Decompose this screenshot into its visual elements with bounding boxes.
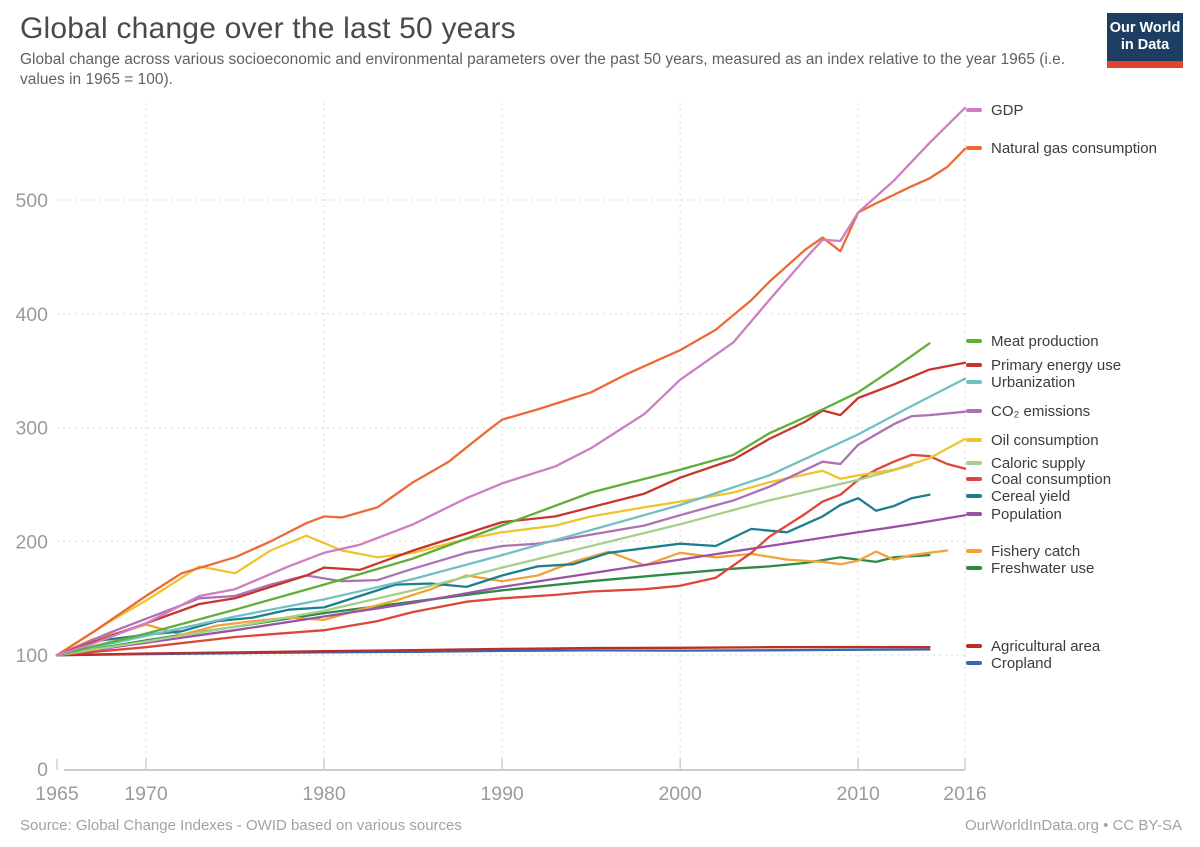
x-tick-label-2010: 2010 [836,783,880,805]
legend-item-urbanization[interactable]: Urbanization [966,373,1075,391]
legend-item-gdp[interactable]: GDP [966,101,1024,119]
source-text: Source: Global Change Indexes - OWID bas… [20,817,462,834]
series-line-agricultural-area[interactable] [55,645,931,657]
legend-item-freshwater-use[interactable]: Freshwater use [966,559,1094,577]
legend-item-cereal-yield[interactable]: Cereal yield [966,487,1070,505]
series-line-meat-production[interactable] [55,342,931,657]
legend-swatch-gdp [966,108,982,112]
legend-label-urbanization: Urbanization [991,373,1076,391]
legend-swatch-primary-energy-use [966,363,982,367]
legend-swatch-natural-gas-consumption [966,146,982,150]
y-tick-label-300: 300 [15,418,48,440]
owid-logo-bar [1107,61,1183,68]
x-tick-label-2000: 2000 [658,783,702,805]
x-tick-label-1980: 1980 [302,783,346,805]
legend-swatch-coal-consumption [966,477,982,481]
legend-item-agricultural-area[interactable]: Agricultural area [966,637,1100,655]
legend-label-coal-consumption: Coal consumption [991,470,1112,488]
attribution-link[interactable]: OurWorldInData.org • CC BY-SA [964,817,1182,834]
legend-item-oil-consumption[interactable]: Oil consumption [966,431,1099,449]
y-tick-label-100: 100 [15,645,48,667]
owid-logo-line2: in Data [1120,37,1170,53]
legend-swatch-urbanization [966,380,982,384]
legend-label-agricultural-area: Agricultural area [991,637,1101,655]
legend-swatch-fishery-catch [966,549,982,553]
x-tick-label-1965: 1965 [35,783,79,805]
series-line-coal-consumption[interactable] [55,453,967,657]
y-tick-label-500: 500 [15,190,48,212]
owid-logo-box: Our World in Data [1107,13,1183,61]
legend-swatch-meat-production [966,339,982,343]
y-tick-label-400: 400 [15,304,48,326]
series-line-cereal-yield[interactable] [55,493,931,657]
legend-label-freshwater-use: Freshwater use [991,559,1095,577]
legend-swatch-co-emissions [966,409,982,413]
legend-label-cereal-yield: Cereal yield [991,487,1071,505]
legend-swatch-freshwater-use [966,566,982,570]
legend-swatch-oil-consumption [966,438,982,442]
series-line-co-emissions[interactable] [55,410,967,657]
series-line-fishery-catch[interactable] [55,549,949,657]
legend-label-population: Population [991,505,1062,523]
legend-item-meat-production[interactable]: Meat production [966,332,1099,350]
x-tick-label-1990: 1990 [480,783,524,805]
legend-label-co-emissions: CO₂ emissions [991,402,1091,420]
legend-swatch-agricultural-area [966,644,982,648]
x-tick-label-2016: 2016 [943,783,986,805]
legend-item-cropland[interactable]: Cropland [966,654,1052,672]
legend-item-primary-energy-use[interactable]: Primary energy use [966,356,1121,374]
legend-item-coal-consumption[interactable]: Coal consumption [966,470,1111,488]
series-line-urbanization[interactable] [55,377,967,657]
legend-item-caloric-supply[interactable]: Caloric supply [966,454,1085,472]
owid-logo: Our World in Data [1107,13,1183,68]
legend-swatch-cropland [966,661,982,665]
legend-item-population[interactable]: Population [966,505,1062,523]
legend-label-cropland: Cropland [991,654,1052,672]
series-line-gdp[interactable] [55,106,967,657]
legend-label-oil-consumption: Oil consumption [991,431,1099,449]
series-line-caloric-supply[interactable] [55,464,913,657]
series-line-population[interactable] [55,514,967,657]
y-tick-label-0: 0 [37,759,48,781]
page-subtitle: Global change across various socioeconom… [20,51,1066,89]
series-line-oil-consumption[interactable] [55,437,967,657]
y-tick-label-200: 200 [15,531,48,553]
legend-label-primary-energy-use: Primary energy use [991,356,1122,374]
legend-item-co-emissions[interactable]: CO₂ emissions [966,402,1090,420]
page-title: Global change over the last 50 years [20,12,516,45]
legend-label-gdp: GDP [991,101,1024,119]
legend-swatch-cereal-yield [966,494,982,498]
series-line-primary-energy-use[interactable] [55,361,967,657]
legend-swatch-population [966,512,982,516]
legend-label-caloric-supply: Caloric supply [991,454,1086,472]
legend-label-fishery-catch: Fishery catch [991,542,1081,560]
legend-item-fishery-catch[interactable]: Fishery catch [966,542,1080,560]
legend-label-meat-production: Meat production [991,332,1099,350]
legend-swatch-caloric-supply [966,461,982,465]
x-tick-label-1970: 1970 [124,783,168,805]
legend-item-natural-gas-consumption[interactable]: Natural gas consumption [966,139,1157,157]
owid-logo-line1: Our World [1109,20,1181,37]
legend-label-natural-gas-consumption: Natural gas consumption [991,139,1157,157]
